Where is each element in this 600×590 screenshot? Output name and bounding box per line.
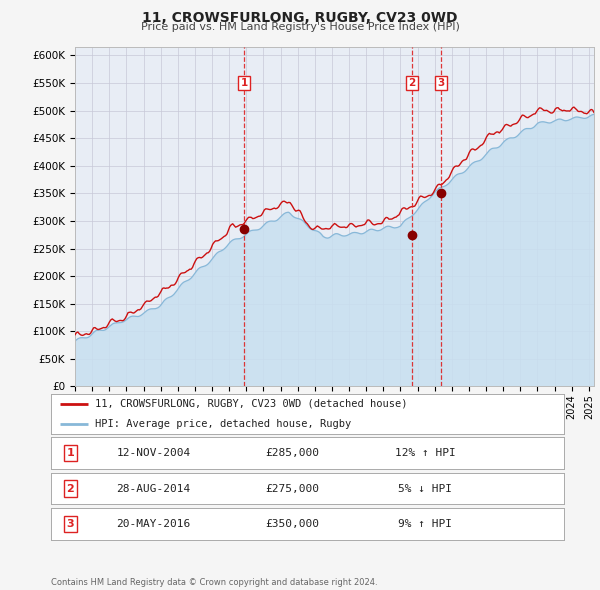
Text: 9% ↑ HPI: 9% ↑ HPI [398,519,452,529]
Text: £275,000: £275,000 [265,484,319,493]
Text: 20-MAY-2016: 20-MAY-2016 [116,519,191,529]
Text: 2: 2 [408,78,415,88]
Text: 11, CROWSFURLONG, RUGBY, CV23 0WD: 11, CROWSFURLONG, RUGBY, CV23 0WD [142,11,458,25]
Text: 12-NOV-2004: 12-NOV-2004 [116,448,191,458]
Text: 2: 2 [67,484,74,493]
Text: 1: 1 [241,78,248,88]
Text: Price paid vs. HM Land Registry's House Price Index (HPI): Price paid vs. HM Land Registry's House … [140,22,460,32]
Text: 3: 3 [67,519,74,529]
Text: HPI: Average price, detached house, Rugby: HPI: Average price, detached house, Rugb… [95,419,351,428]
Text: £350,000: £350,000 [265,519,319,529]
Text: 1: 1 [67,448,74,458]
Text: 5% ↓ HPI: 5% ↓ HPI [398,484,452,493]
Text: £285,000: £285,000 [265,448,319,458]
Text: 28-AUG-2014: 28-AUG-2014 [116,484,191,493]
Text: 12% ↑ HPI: 12% ↑ HPI [395,448,456,458]
Text: 3: 3 [437,78,445,88]
Text: Contains HM Land Registry data © Crown copyright and database right 2024.: Contains HM Land Registry data © Crown c… [51,578,377,587]
Text: 11, CROWSFURLONG, RUGBY, CV23 0WD (detached house): 11, CROWSFURLONG, RUGBY, CV23 0WD (detac… [95,399,407,408]
